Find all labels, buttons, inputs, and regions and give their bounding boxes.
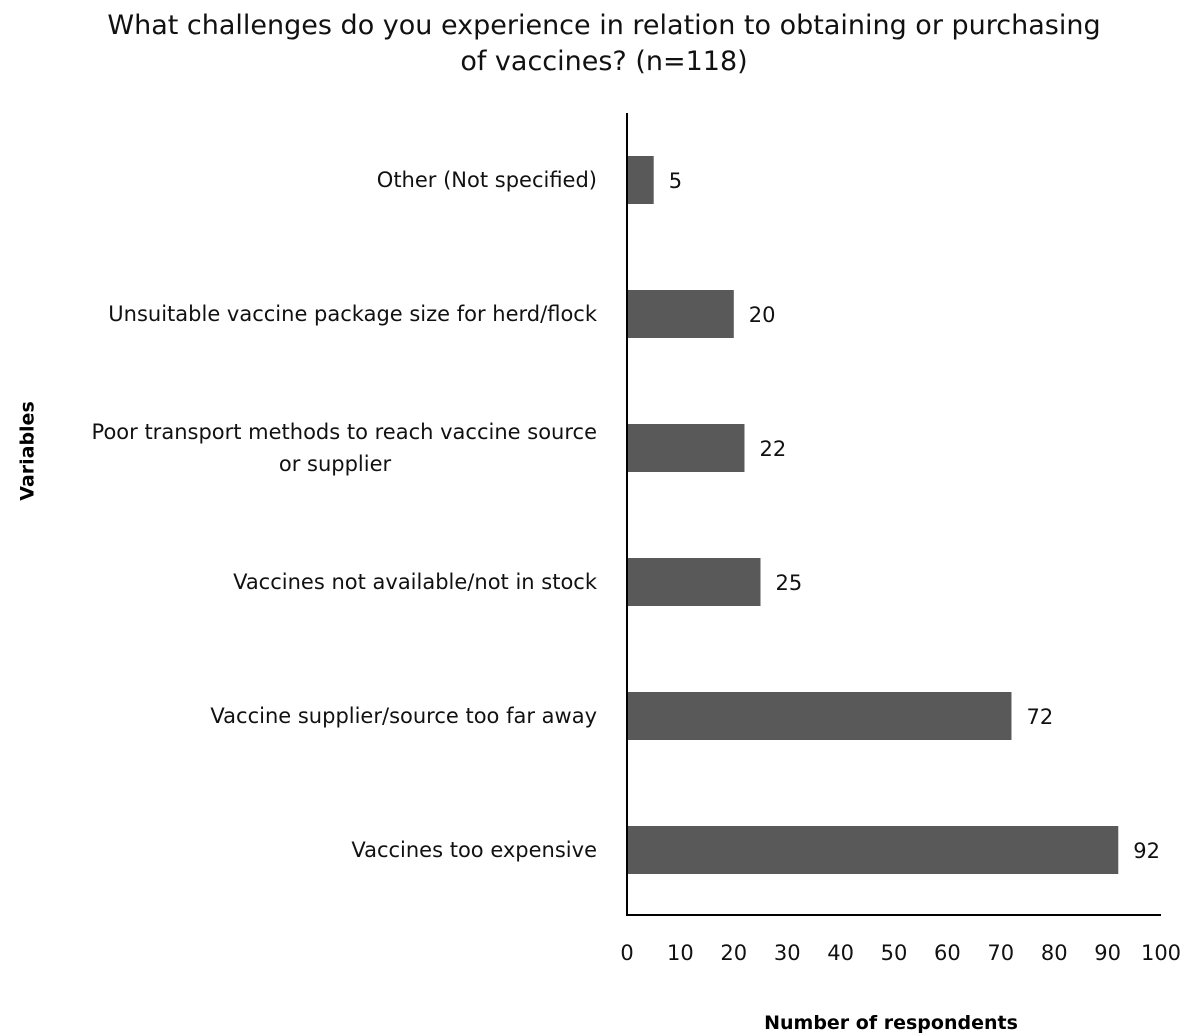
x-tick-label-40: 40 <box>827 941 854 965</box>
x-tick-labels: 0 10 20 30 40 50 60 70 80 90 100 <box>620 941 1181 965</box>
bar-6 <box>627 826 1118 874</box>
x-tick-label-0: 0 <box>620 941 633 965</box>
data-labels: 5 20 22 25 72 92 <box>669 169 1160 863</box>
x-tick-label-10: 10 <box>667 941 694 965</box>
x-tick-label-80: 80 <box>1041 941 1068 965</box>
bars-group <box>627 156 1118 874</box>
x-tick-label-30: 30 <box>774 941 801 965</box>
data-label-5: 72 <box>1026 705 1053 729</box>
category-labels: Other (Not specified) Unsuitable vaccine … <box>92 168 598 862</box>
x-tick-label-20: 20 <box>720 941 747 965</box>
chart-title-line-1: What challenges do you experience in rel… <box>107 10 1100 41</box>
bar-4 <box>627 558 761 606</box>
category-label-6: Vaccines too expensive <box>351 838 597 862</box>
category-label-3-line-2: or supplier <box>279 452 392 476</box>
category-label-1: Other (Not specified) <box>377 168 597 192</box>
category-label-4: Vaccines not available/not in stock <box>233 570 598 594</box>
x-tick-label-90: 90 <box>1094 941 1121 965</box>
bar-5 <box>627 692 1011 740</box>
data-label-3: 22 <box>759 437 786 461</box>
x-axis-label: Number of respondents <box>764 1012 1018 1034</box>
y-axis-label: Variables <box>17 401 39 501</box>
category-label-5: Vaccine supplier/source too far away <box>210 704 597 728</box>
data-label-2: 20 <box>749 303 776 327</box>
bar-3 <box>627 424 744 472</box>
data-label-4: 25 <box>776 571 803 595</box>
x-tick-label-50: 50 <box>881 941 908 965</box>
x-tick-label-100: 100 <box>1141 941 1181 965</box>
data-label-1: 5 <box>669 169 682 193</box>
chart-title-line-2: of vaccines? (n=118) <box>460 46 747 77</box>
category-label-3-line-1: Poor transport methods to reach vaccine … <box>92 420 597 444</box>
chart-title: What challenges do you experience in rel… <box>107 10 1100 77</box>
data-label-6: 92 <box>1133 839 1160 863</box>
bar-1 <box>627 156 654 204</box>
category-label-2: Unsuitable vaccine package size for herd… <box>108 302 598 326</box>
x-tick-label-60: 60 <box>934 941 961 965</box>
x-tick-label-70: 70 <box>987 941 1014 965</box>
bar-2 <box>627 290 734 338</box>
